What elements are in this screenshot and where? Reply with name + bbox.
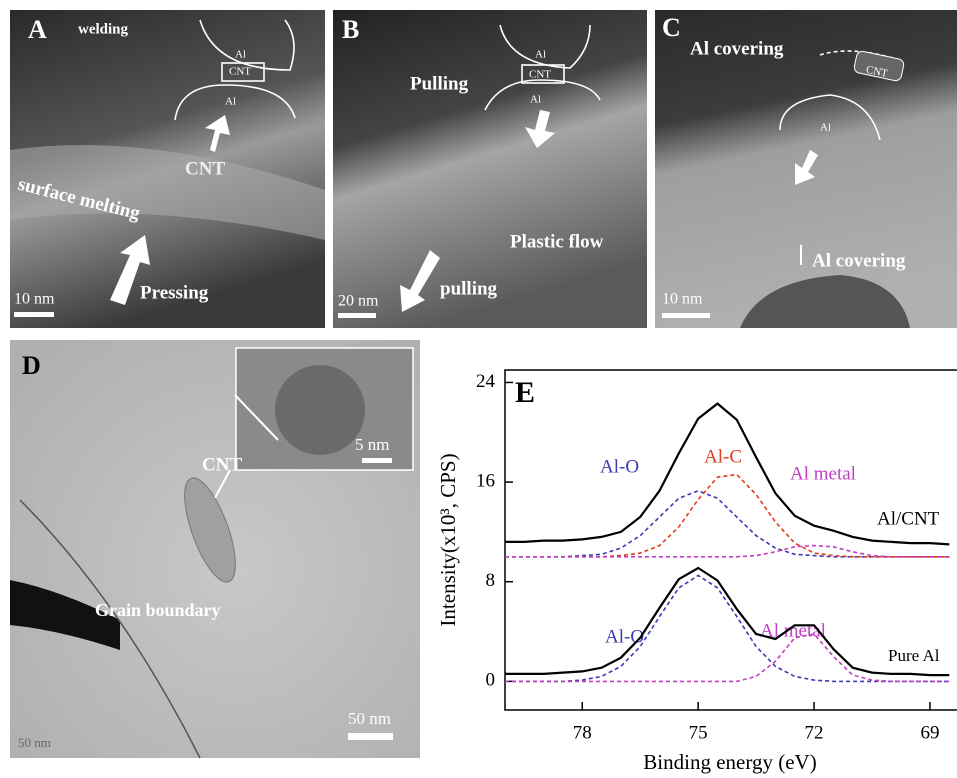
scale-label: 50 nm bbox=[18, 735, 51, 750]
al-outline bbox=[484, 79, 601, 111]
curve-label: Al/CNT bbox=[877, 508, 940, 529]
al-outline bbox=[199, 19, 295, 71]
annotation: Grain boundary bbox=[95, 600, 221, 620]
al-outline bbox=[779, 94, 881, 141]
panel-c: C Al covering CNT Al Al covering 10 nm bbox=[655, 10, 957, 328]
x-tick-label: 72 bbox=[805, 722, 824, 743]
cnt-box bbox=[853, 50, 905, 82]
x-tick-label: 75 bbox=[689, 722, 708, 743]
x-axis-label: Binding energy (eV) bbox=[643, 750, 816, 774]
series-line bbox=[505, 489, 950, 558]
annotation: CNT bbox=[865, 64, 889, 80]
scale-bar bbox=[362, 458, 392, 463]
cnt-particle bbox=[184, 477, 236, 583]
series-line bbox=[505, 566, 950, 677]
annotation: CNT bbox=[202, 454, 242, 475]
arrow bbox=[795, 150, 818, 185]
annotation: Plastic flow bbox=[510, 231, 604, 252]
annotation: pulling bbox=[440, 278, 498, 299]
scale-bar bbox=[662, 313, 710, 318]
annotation: Al bbox=[530, 94, 541, 106]
inset-particle bbox=[275, 365, 365, 455]
scale-label: 10 nm bbox=[662, 291, 703, 308]
curve-label: Al-C bbox=[704, 446, 742, 467]
arrow bbox=[525, 110, 555, 148]
curve-label: Al-O bbox=[605, 626, 644, 647]
series-line bbox=[505, 473, 950, 558]
arrow bbox=[400, 250, 440, 312]
x-tick-label: 69 bbox=[920, 722, 939, 743]
annotation: Pressing bbox=[140, 282, 209, 303]
scale-label: 50 nm bbox=[348, 709, 391, 728]
y-tick-label: 0 bbox=[486, 670, 496, 691]
annotation: Al bbox=[225, 96, 236, 108]
axis-frame bbox=[504, 369, 957, 711]
annotation: Al bbox=[820, 122, 831, 134]
al-outline bbox=[174, 84, 296, 121]
series-line bbox=[505, 574, 950, 683]
annotation: Pulling bbox=[410, 73, 469, 94]
panel-b: B Pulling Al CNT Al Plastic flow pulling… bbox=[333, 10, 647, 328]
panel-label: E bbox=[515, 376, 535, 409]
annotation: CNT bbox=[185, 158, 225, 179]
scale-label: 5 nm bbox=[355, 435, 389, 454]
dark-region bbox=[10, 580, 120, 650]
y-axis-label: Intensity(x10³, CPS) bbox=[436, 453, 460, 626]
series-line bbox=[505, 544, 950, 558]
annotation: Al bbox=[535, 49, 546, 61]
scale-bar bbox=[14, 312, 54, 317]
scale-label: 20 nm bbox=[338, 293, 379, 310]
particle bbox=[740, 275, 910, 328]
series-line bbox=[505, 633, 950, 683]
y-tick-label: 16 bbox=[476, 470, 495, 491]
curve-label: Al-O bbox=[600, 456, 639, 477]
curve-label: Pure Al bbox=[888, 646, 940, 665]
scale-label: 10 nm bbox=[14, 291, 55, 308]
series-line bbox=[505, 402, 950, 546]
annotation: Al bbox=[235, 49, 246, 61]
grain-boundary bbox=[19, 499, 201, 759]
annotation: CNT bbox=[229, 66, 251, 78]
scale-bar bbox=[348, 733, 393, 740]
al-outline bbox=[499, 24, 591, 69]
scale-bar bbox=[338, 313, 376, 318]
panel-d: D CNT Grain boundary 5 nm 50 nm 50 nm bbox=[10, 340, 420, 759]
panel-label: D bbox=[22, 351, 41, 380]
tem-image bbox=[333, 10, 647, 328]
cnt-region bbox=[10, 145, 325, 240]
cnt-box bbox=[521, 64, 565, 84]
arrow bbox=[234, 394, 279, 441]
arrow bbox=[205, 115, 230, 152]
panel-label: B bbox=[342, 15, 359, 44]
annotation: Al covering bbox=[812, 250, 906, 271]
arrow bbox=[214, 469, 231, 499]
arrow bbox=[110, 235, 150, 305]
panel-label: C bbox=[662, 13, 681, 42]
annotation: CNT bbox=[529, 69, 551, 81]
panel-label: A bbox=[28, 15, 47, 44]
cnt-box bbox=[221, 62, 265, 82]
y-tick-label: 24 bbox=[476, 371, 496, 392]
panel-e: E Binding energy (eV) Intensity(x10³, CP… bbox=[436, 369, 957, 774]
y-tick-label: 8 bbox=[486, 570, 496, 591]
x-tick-label: 78 bbox=[573, 722, 592, 743]
annotation: Al covering bbox=[690, 38, 784, 59]
curve-label: Al metal bbox=[790, 463, 856, 484]
annotation: welding bbox=[78, 21, 129, 37]
panel-a: A welding Al CNT Al CNT surface melting … bbox=[10, 10, 325, 328]
